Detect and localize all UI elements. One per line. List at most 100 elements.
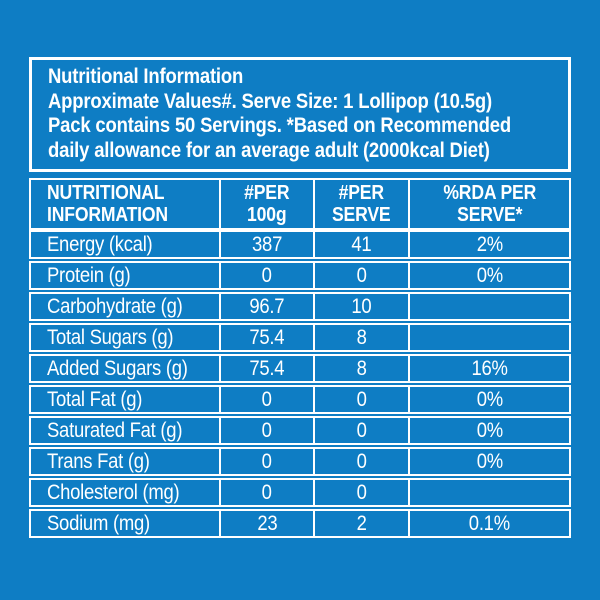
rda-per-serve-cell bbox=[410, 325, 569, 350]
label-title: Nutritional Information bbox=[48, 65, 244, 88]
table-row: Energy (kcal) 387 41 2% bbox=[29, 230, 571, 259]
column-header-rda-per-serve: %RDA PER SERVE* bbox=[410, 180, 569, 228]
rda-per-serve-value: 0% bbox=[476, 449, 503, 473]
per-serve-value: 0 bbox=[356, 480, 367, 504]
table-row: Cholesterol (mg) 0 0 bbox=[29, 478, 571, 507]
per-serve-cell: 2 bbox=[315, 511, 410, 536]
per-100g-cell: 75.4 bbox=[221, 356, 315, 381]
nutrient-label: Total Sugars (g) bbox=[47, 325, 174, 349]
table-row: Carbohydrate (g) 96.7 10 bbox=[29, 292, 571, 321]
per-100g-value: 0 bbox=[261, 449, 273, 473]
column-header-per-serve: #PER SERVE bbox=[315, 180, 410, 228]
column-header-line: %RDA PER bbox=[443, 182, 536, 204]
rda-per-serve-cell: 2% bbox=[410, 232, 569, 257]
per-serve-cell: 0 bbox=[315, 263, 410, 288]
column-header-per-100g: #PER 100g bbox=[221, 180, 315, 228]
table-row: Total Sugars (g) 75.4 8 bbox=[29, 323, 571, 352]
per-serve-value: 2 bbox=[356, 511, 367, 535]
rda-per-serve-cell: 16% bbox=[410, 356, 569, 381]
per-100g-cell: 0 bbox=[221, 449, 315, 474]
per-serve-cell: 41 bbox=[315, 232, 410, 257]
per-serve-value: 0 bbox=[356, 263, 367, 287]
rda-per-serve-cell: 0% bbox=[410, 387, 569, 412]
per-serve-cell: 0 bbox=[315, 480, 410, 505]
nutrient-label-cell: Trans Fat (g) bbox=[31, 449, 221, 474]
rda-per-serve-cell bbox=[410, 294, 569, 319]
nutrient-label-cell: Total Sugars (g) bbox=[31, 325, 221, 350]
per-serve-cell: 0 bbox=[315, 449, 410, 474]
column-header-text: %RDA PER SERVE* bbox=[443, 182, 536, 226]
per-serve-cell: 8 bbox=[315, 356, 410, 381]
column-header-line: NUTRITIONAL bbox=[47, 182, 165, 204]
per-100g-cell: 96.7 bbox=[221, 294, 315, 319]
per-100g-value: 387 bbox=[251, 232, 283, 256]
column-header-line: SERVE* bbox=[456, 204, 523, 226]
rda-per-serve-cell: 0.1% bbox=[410, 511, 569, 536]
column-header-line: #PER bbox=[244, 182, 290, 204]
per-100g-value: 96.7 bbox=[249, 294, 285, 318]
per-100g-value: 75.4 bbox=[249, 356, 285, 380]
nutrient-label: Protein (g) bbox=[47, 263, 131, 287]
nutrient-label: Total Fat (g) bbox=[47, 387, 143, 411]
per-serve-cell: 10 bbox=[315, 294, 410, 319]
rda-per-serve-cell bbox=[410, 480, 569, 505]
nutrition-label-panel: Nutritional Information Approximate Valu… bbox=[29, 57, 571, 538]
per-100g-value: 23 bbox=[256, 511, 278, 535]
per-100g-cell: 0 bbox=[221, 418, 315, 443]
rda-per-serve-value: 0% bbox=[476, 387, 503, 411]
rda-per-serve-cell: 0% bbox=[410, 418, 569, 443]
nutrient-label-cell: Total Fat (g) bbox=[31, 387, 221, 412]
per-100g-value: 0 bbox=[261, 480, 273, 504]
table-row: Trans Fat (g) 0 0 0% bbox=[29, 447, 571, 476]
nutrient-label: Saturated Fat (g) bbox=[47, 418, 183, 442]
serve-size-text: Approximate Values#. Serve Size: 1 Lolli… bbox=[48, 89, 492, 113]
table-row: Saturated Fat (g) 0 0 0% bbox=[29, 416, 571, 445]
table-header-row: NUTRITIONAL INFORMATION #PER 100g #PER S… bbox=[29, 178, 571, 230]
per-serve-cell: 8 bbox=[315, 325, 410, 350]
per-serve-cell: 0 bbox=[315, 387, 410, 412]
nutrient-label-cell: Cholesterol (mg) bbox=[31, 480, 221, 505]
per-100g-value: 0 bbox=[261, 263, 273, 287]
nutrient-label: Sodium (mg) bbox=[47, 511, 150, 535]
nutrient-label-cell: Protein (g) bbox=[31, 263, 221, 288]
per-100g-cell: 387 bbox=[221, 232, 315, 257]
rda-per-serve-value: 0.1% bbox=[468, 511, 511, 535]
per-serve-value: 0 bbox=[356, 387, 367, 411]
rda-per-serve-cell: 0% bbox=[410, 449, 569, 474]
nutrient-label-cell: Carbohydrate (g) bbox=[31, 294, 221, 319]
column-header-text: NUTRITIONAL INFORMATION bbox=[47, 182, 168, 226]
rda-basis-text: daily allowance for an average adult (20… bbox=[48, 138, 490, 162]
per-100g-cell: 75.4 bbox=[221, 325, 315, 350]
per-100g-cell: 0 bbox=[221, 480, 315, 505]
nutrient-label-cell: Saturated Fat (g) bbox=[31, 418, 221, 443]
table-row: Sodium (mg) 23 2 0.1% bbox=[29, 509, 571, 538]
table-row: Added Sugars (g) 75.4 8 16% bbox=[29, 354, 571, 383]
table-row: Protein (g) 0 0 0% bbox=[29, 261, 571, 290]
column-header-line: INFORMATION bbox=[47, 204, 168, 226]
per-serve-value: 8 bbox=[356, 356, 367, 380]
rda-per-serve-cell: 0% bbox=[410, 263, 569, 288]
per-100g-cell: 0 bbox=[221, 263, 315, 288]
per-100g-value: 0 bbox=[261, 418, 273, 442]
nutrient-label: Energy (kcal) bbox=[47, 232, 153, 256]
column-header-nutritional-information: NUTRITIONAL INFORMATION bbox=[31, 180, 221, 228]
table-body: Energy (kcal) 387 41 2% Protein (g) 0 0 … bbox=[29, 230, 571, 538]
servings-text: Pack contains 50 Servings. *Based on Rec… bbox=[48, 114, 511, 137]
per-serve-value: 0 bbox=[356, 449, 367, 473]
column-header-text: #PER 100g bbox=[244, 182, 289, 226]
per-serve-cell: 0 bbox=[315, 418, 410, 443]
nutrient-label-cell: Added Sugars (g) bbox=[31, 356, 221, 381]
nutrient-label: Trans Fat (g) bbox=[47, 449, 150, 473]
per-serve-value: 41 bbox=[351, 232, 372, 256]
table-row: Total Fat (g) 0 0 0% bbox=[29, 385, 571, 414]
per-serve-value: 0 bbox=[356, 418, 367, 442]
rda-per-serve-value: 16% bbox=[471, 356, 508, 380]
column-header-line: SERVE bbox=[332, 204, 391, 226]
nutrient-label: Carbohydrate (g) bbox=[47, 294, 183, 318]
column-header-line: #PER bbox=[338, 182, 385, 204]
per-100g-cell: 23 bbox=[221, 511, 315, 536]
nutrient-label-cell: Sodium (mg) bbox=[31, 511, 221, 536]
nutrition-intro-box: Nutritional Information Approximate Valu… bbox=[29, 57, 571, 172]
nutrient-label: Added Sugars (g) bbox=[47, 356, 188, 380]
per-serve-value: 10 bbox=[351, 294, 372, 318]
